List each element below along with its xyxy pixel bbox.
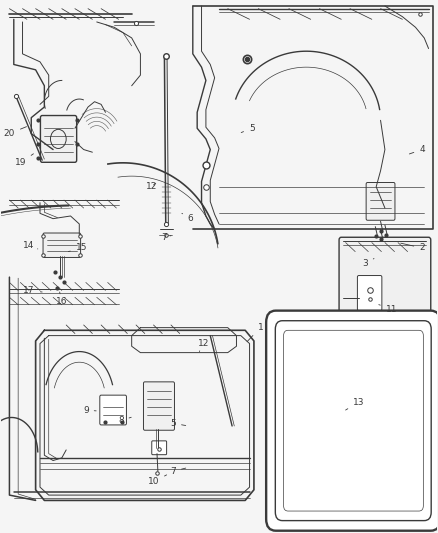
FancyBboxPatch shape xyxy=(40,116,77,163)
Text: 9: 9 xyxy=(83,406,96,415)
Text: 3: 3 xyxy=(362,259,374,268)
Text: 7: 7 xyxy=(162,233,171,242)
FancyBboxPatch shape xyxy=(357,276,382,311)
FancyBboxPatch shape xyxy=(276,321,431,521)
Text: 13: 13 xyxy=(346,398,364,410)
FancyBboxPatch shape xyxy=(152,441,166,455)
Text: 14: 14 xyxy=(23,241,38,250)
Text: 2: 2 xyxy=(401,243,425,253)
Text: 6: 6 xyxy=(182,213,194,223)
FancyBboxPatch shape xyxy=(284,330,424,511)
Text: 17: 17 xyxy=(23,286,42,295)
Text: 5: 5 xyxy=(241,124,254,133)
Text: 10: 10 xyxy=(148,475,166,486)
Text: 19: 19 xyxy=(14,154,33,167)
FancyBboxPatch shape xyxy=(100,395,127,425)
Text: 20: 20 xyxy=(4,127,26,138)
Text: 11: 11 xyxy=(379,304,397,313)
FancyBboxPatch shape xyxy=(266,311,438,531)
Text: 16: 16 xyxy=(56,292,67,305)
Text: 12: 12 xyxy=(198,339,209,352)
Text: 8: 8 xyxy=(118,416,131,425)
Text: 7: 7 xyxy=(170,467,186,475)
Text: 15: 15 xyxy=(68,244,87,253)
Text: 5: 5 xyxy=(170,419,186,428)
Text: 4: 4 xyxy=(410,145,425,154)
FancyBboxPatch shape xyxy=(43,233,81,257)
Text: 12: 12 xyxy=(146,182,157,191)
FancyBboxPatch shape xyxy=(339,237,431,317)
FancyBboxPatch shape xyxy=(366,182,395,220)
FancyBboxPatch shape xyxy=(144,382,174,430)
Text: 1: 1 xyxy=(247,323,263,342)
